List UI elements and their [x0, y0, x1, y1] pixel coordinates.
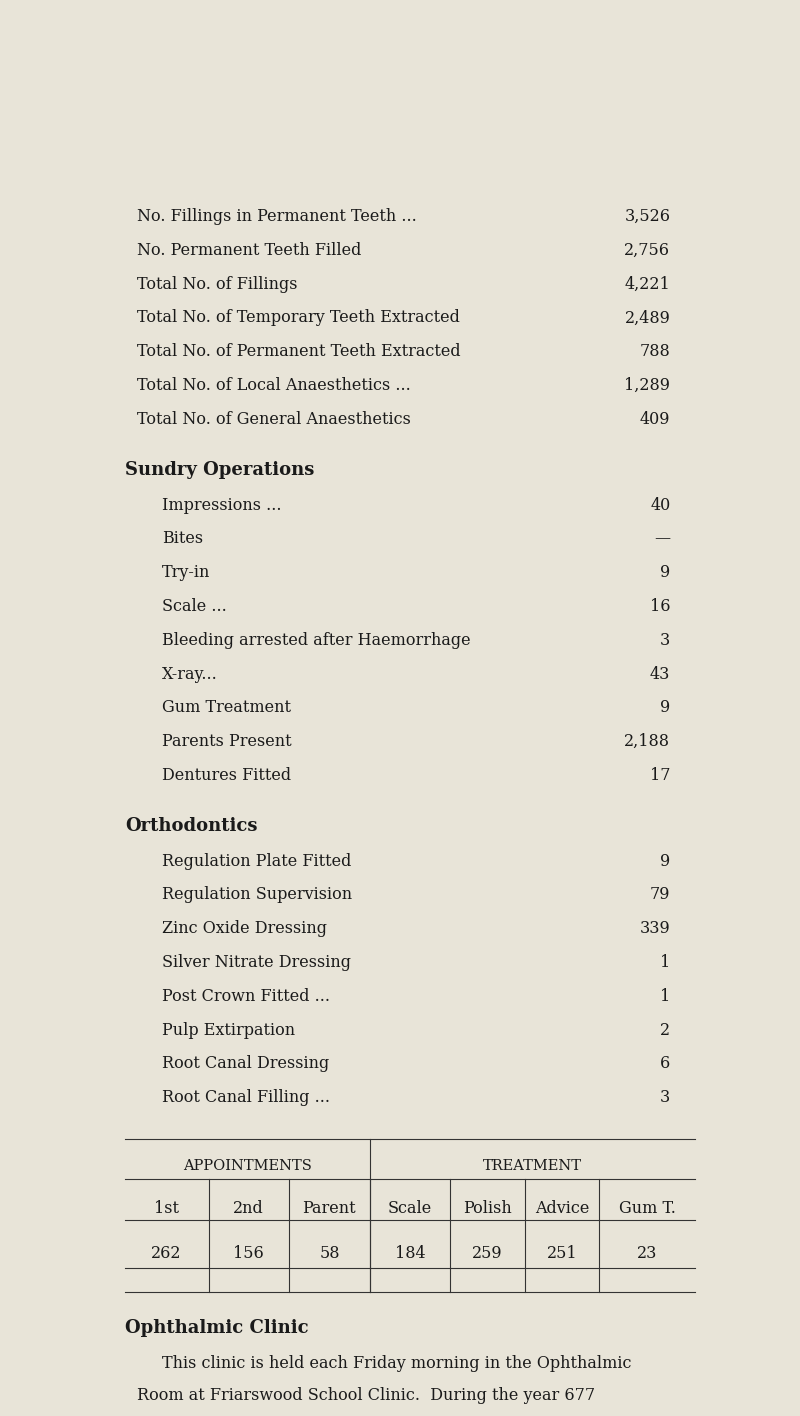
Text: Dentures Fitted: Dentures Fitted — [162, 767, 291, 784]
Text: Scale ...: Scale ... — [162, 598, 226, 615]
Text: Pulp Extirpation: Pulp Extirpation — [162, 1021, 295, 1038]
Text: 79: 79 — [650, 886, 670, 903]
Text: Orthodontics: Orthodontics — [125, 817, 258, 835]
Text: Ophthalmic Clinic: Ophthalmic Clinic — [125, 1320, 309, 1337]
Text: 3: 3 — [660, 632, 670, 649]
Text: No. Fillings in Permanent Teeth ...: No. Fillings in Permanent Teeth ... — [138, 208, 417, 225]
Text: 409: 409 — [640, 411, 670, 428]
Text: 17: 17 — [650, 767, 670, 784]
Text: Advice: Advice — [534, 1201, 589, 1218]
Text: 23: 23 — [637, 1245, 658, 1262]
Text: 262: 262 — [151, 1245, 182, 1262]
Text: 43: 43 — [650, 666, 670, 683]
Text: 339: 339 — [640, 920, 670, 937]
Text: 1,289: 1,289 — [624, 377, 670, 394]
Text: 58: 58 — [319, 1245, 340, 1262]
Text: 9: 9 — [660, 700, 670, 716]
Text: Parents Present: Parents Present — [162, 733, 292, 750]
Text: 259: 259 — [472, 1245, 503, 1262]
Text: 1st: 1st — [154, 1201, 179, 1218]
Text: 6: 6 — [660, 1055, 670, 1072]
Text: Scale: Scale — [388, 1201, 432, 1218]
Text: Total No. of Local Anaesthetics ...: Total No. of Local Anaesthetics ... — [138, 377, 411, 394]
Text: Total No. of Fillings: Total No. of Fillings — [138, 276, 298, 293]
Text: 4,221: 4,221 — [625, 276, 670, 293]
Text: Total No. of Permanent Teeth Extracted: Total No. of Permanent Teeth Extracted — [138, 343, 461, 360]
Text: Post Crown Fitted ...: Post Crown Fitted ... — [162, 988, 330, 1005]
Text: Zinc Oxide Dressing: Zinc Oxide Dressing — [162, 920, 327, 937]
Text: 2: 2 — [660, 1021, 670, 1038]
Text: 2,188: 2,188 — [624, 733, 670, 750]
Text: Sundry Operations: Sundry Operations — [125, 462, 314, 479]
Text: 251: 251 — [546, 1245, 578, 1262]
Text: Root Canal Filling ...: Root Canal Filling ... — [162, 1089, 330, 1106]
Text: Root Canal Dressing: Root Canal Dressing — [162, 1055, 330, 1072]
Text: Impressions ...: Impressions ... — [162, 497, 282, 514]
Text: Polish: Polish — [463, 1201, 512, 1218]
Text: APPOINTMENTS: APPOINTMENTS — [183, 1158, 312, 1172]
Text: —: — — [654, 531, 670, 548]
Text: Room at Friarswood School Clinic.  During the year 677: Room at Friarswood School Clinic. During… — [138, 1386, 595, 1403]
Text: 184: 184 — [394, 1245, 426, 1262]
Text: Try-in: Try-in — [162, 564, 210, 581]
Text: 156: 156 — [234, 1245, 264, 1262]
Text: Total No. of Temporary Teeth Extracted: Total No. of Temporary Teeth Extracted — [138, 310, 460, 327]
Text: No. Permanent Teeth Filled: No. Permanent Teeth Filled — [138, 242, 362, 259]
Text: Regulation Plate Fitted: Regulation Plate Fitted — [162, 852, 351, 869]
Text: 2nd: 2nd — [234, 1201, 264, 1218]
Text: 1: 1 — [660, 988, 670, 1005]
Text: 2,756: 2,756 — [624, 242, 670, 259]
Text: X-ray...: X-ray... — [162, 666, 218, 683]
Text: 9: 9 — [660, 564, 670, 581]
Text: 788: 788 — [640, 343, 670, 360]
Text: Gum Treatment: Gum Treatment — [162, 700, 291, 716]
Text: Bleeding arrested after Haemorrhage: Bleeding arrested after Haemorrhage — [162, 632, 470, 649]
Text: 16: 16 — [650, 598, 670, 615]
Text: 40: 40 — [650, 497, 670, 514]
Text: Regulation Supervision: Regulation Supervision — [162, 886, 352, 903]
Text: 3: 3 — [660, 1089, 670, 1106]
Text: Gum T.: Gum T. — [618, 1201, 675, 1218]
Text: Silver Nitrate Dressing: Silver Nitrate Dressing — [162, 954, 351, 971]
Text: Parent: Parent — [302, 1201, 356, 1218]
Text: 9: 9 — [660, 852, 670, 869]
Text: 1: 1 — [660, 954, 670, 971]
Text: TREATMENT: TREATMENT — [483, 1158, 582, 1172]
Text: Bites: Bites — [162, 531, 203, 548]
Text: 3,526: 3,526 — [624, 208, 670, 225]
Text: 2,489: 2,489 — [625, 310, 670, 327]
Text: This clinic is held each Friday morning in the Ophthalmic: This clinic is held each Friday morning … — [162, 1355, 631, 1372]
Text: Total No. of General Anaesthetics: Total No. of General Anaesthetics — [138, 411, 411, 428]
